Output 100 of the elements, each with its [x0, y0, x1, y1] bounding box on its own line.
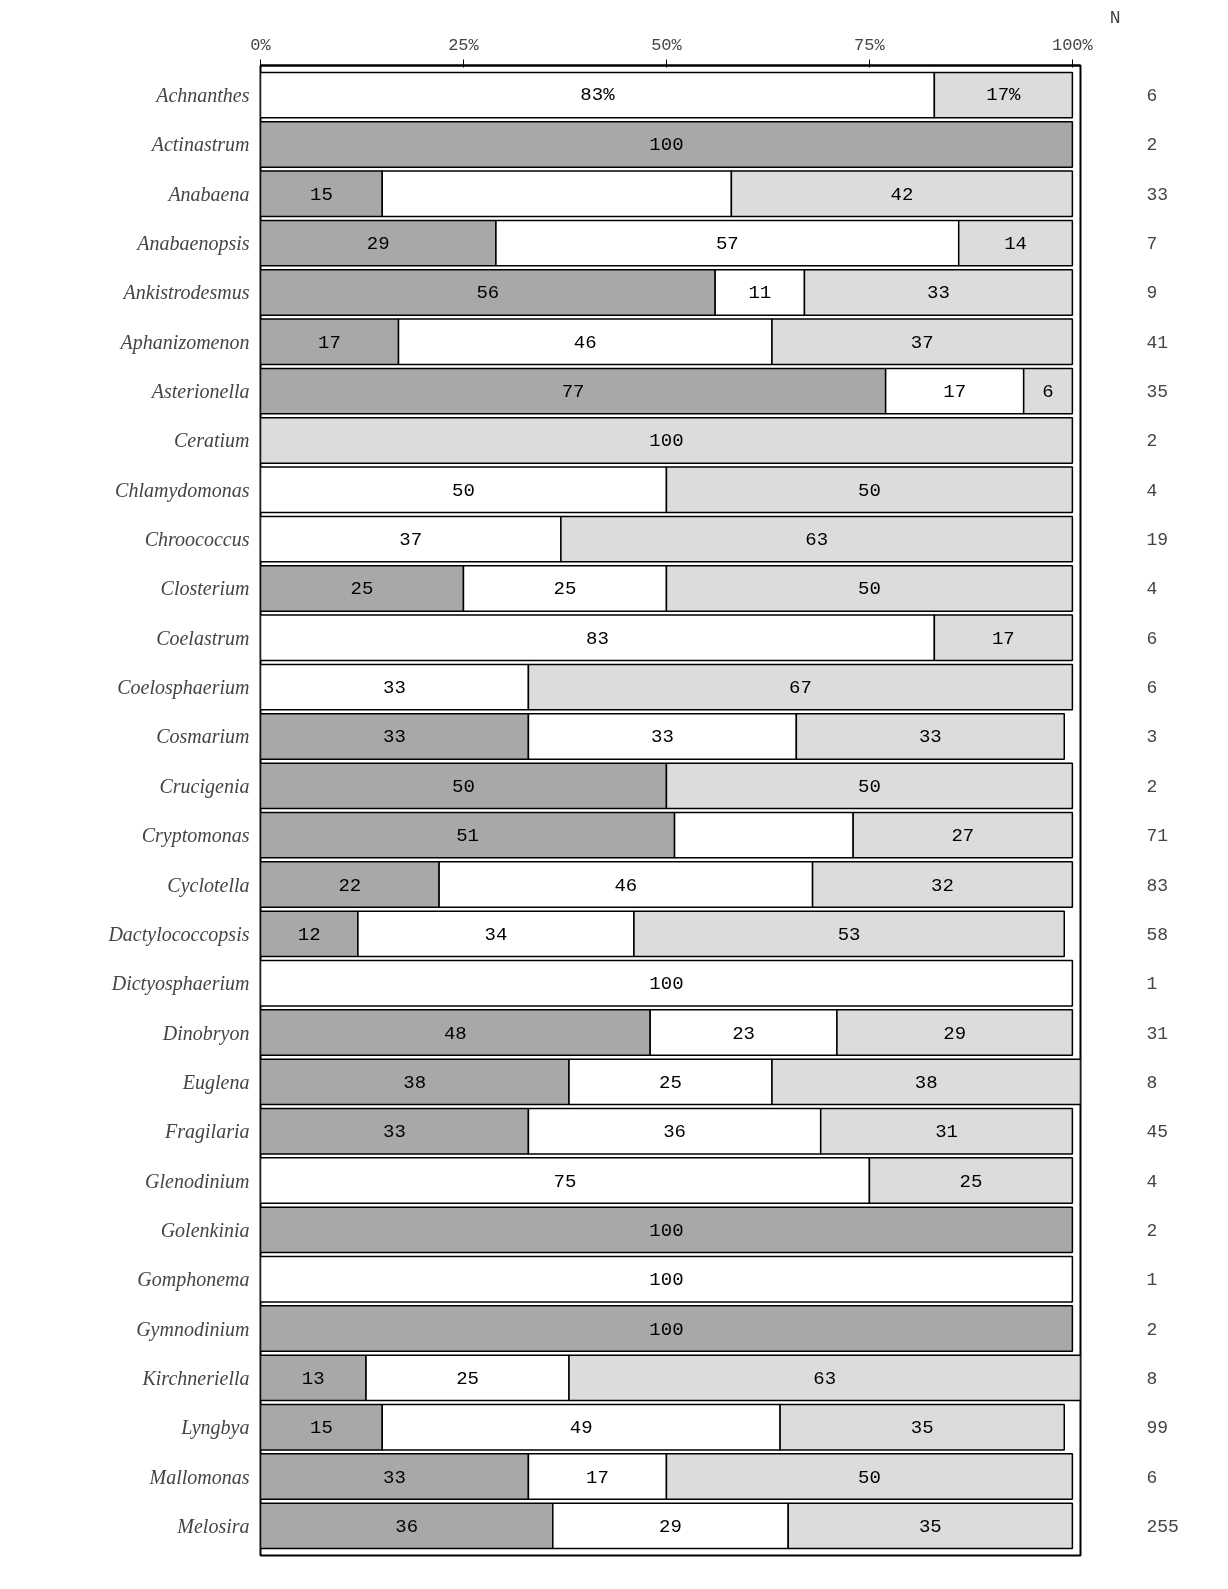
data-label: 6 — [1042, 381, 1054, 404]
text: 41 — [1146, 332, 1169, 353]
data-label: 29 — [943, 1022, 967, 1045]
data-label: 23 — [732, 1022, 755, 1045]
data-label: 57 — [715, 233, 739, 256]
data-label: 36 — [395, 1515, 419, 1538]
y-tick-label: Cyclotella — [167, 873, 250, 897]
text: 4 — [1146, 480, 1158, 501]
text: 3 — [1146, 727, 1158, 748]
text: 255 — [1146, 1516, 1179, 1537]
y-tick-label: Ankistrodesmus — [121, 281, 250, 304]
data-label: 53 — [837, 923, 861, 946]
data-label: 83 — [586, 627, 609, 650]
data-label: 49 — [569, 1417, 593, 1440]
y-tick-label: Chroococcus — [144, 528, 250, 551]
data-label: 33 — [918, 726, 942, 749]
data-label: 35 — [918, 1515, 942, 1538]
text: 35 — [1146, 382, 1169, 403]
y-tick-label: Chlamydomonas — [115, 478, 250, 502]
data-label: 15 — [309, 183, 333, 206]
data-label: 37 — [910, 331, 934, 354]
text: 8 — [1146, 1368, 1158, 1389]
data-label: 33 — [927, 282, 950, 305]
text: N — [1109, 7, 1121, 28]
data-label: 25 — [456, 1367, 479, 1390]
data-label: 100 — [649, 1219, 684, 1242]
x-tick-label: 100% — [1051, 35, 1094, 55]
data-label: 75 — [553, 1170, 577, 1193]
x-tick-label: 25% — [448, 35, 480, 55]
data-label: 48 — [443, 1022, 467, 1045]
data-label: 50 — [452, 775, 475, 798]
data-label: 46 — [614, 874, 638, 897]
data-label: 25 — [959, 1170, 983, 1193]
y-tick-label: Coelastrum — [156, 626, 250, 649]
data-label: 36 — [663, 1121, 686, 1144]
text: 6 — [1146, 678, 1158, 699]
text: 71 — [1146, 826, 1169, 847]
data-label: 100 — [649, 134, 684, 157]
data-label: 83% — [580, 84, 616, 107]
data-label: 100 — [649, 1269, 684, 1292]
y-tick-label: Anabaenopsis — [135, 232, 250, 256]
data-label: 25 — [553, 578, 577, 601]
text: 45 — [1146, 1122, 1169, 1143]
text: 19 — [1146, 530, 1169, 551]
data-label: 35 — [910, 1417, 934, 1440]
data-label: 27 — [951, 825, 975, 848]
data-label: 33 — [383, 677, 406, 700]
data-label: 46 — [573, 331, 597, 354]
text: 7 — [1146, 234, 1158, 255]
data-label: 50 — [858, 479, 881, 502]
y-tick-label: Dactylococcopsis — [107, 922, 250, 946]
data-label: 32 — [931, 874, 954, 897]
text: 6 — [1146, 1467, 1158, 1488]
y-tick-label: Gomphonema — [137, 1268, 250, 1292]
data-label: 63 — [813, 1367, 837, 1390]
text: 9 — [1146, 283, 1158, 304]
data-label: 22 — [338, 874, 362, 897]
y-tick-label: Cosmarium — [156, 725, 250, 748]
y-tick-label: Dinobryon — [161, 1021, 250, 1045]
y-tick-label: Fragilaria — [164, 1120, 250, 1144]
data-label: 50 — [858, 578, 881, 601]
text: 99 — [1146, 1418, 1169, 1439]
y-tick-label: Actinastrum — [149, 133, 250, 156]
y-tick-label: Mallomonas — [148, 1465, 250, 1488]
text: 4 — [1146, 579, 1158, 600]
y-tick-label: Dictyosphaerium — [110, 972, 250, 996]
text: 8 — [1146, 1072, 1158, 1093]
text: 2 — [1146, 431, 1158, 452]
data-label: 33 — [383, 1121, 406, 1144]
data-label: 100 — [649, 973, 684, 996]
data-label: 33 — [650, 726, 674, 749]
data-label: 100 — [649, 1318, 684, 1341]
data-label: 31 — [935, 1121, 958, 1144]
data-label: 29 — [659, 1515, 682, 1538]
data-label: 12 — [297, 923, 321, 946]
data-label: 17 — [586, 1466, 609, 1489]
data-label: 17 — [318, 331, 341, 354]
data-label: 33 — [383, 726, 406, 749]
data-label: 17 — [991, 627, 1015, 650]
text: 1 — [1146, 1270, 1158, 1291]
text: 6 — [1146, 86, 1158, 107]
data-label: 51 — [456, 825, 479, 848]
data-label: 67 — [789, 677, 812, 700]
y-tick-label: Gymnodinium — [136, 1317, 250, 1341]
data-label: 42 — [890, 183, 914, 206]
y-tick-label: Cryptomonas — [141, 824, 250, 848]
text: 1 — [1146, 974, 1158, 995]
data-label: 33 — [383, 1466, 406, 1489]
data-label: 13 — [301, 1367, 325, 1390]
data-label: 63 — [805, 529, 829, 552]
data-label: 15 — [309, 1417, 333, 1440]
y-tick-label: Closterium — [160, 577, 250, 600]
data-label: 38 — [914, 1071, 938, 1094]
y-tick-label: Anabaena — [166, 182, 250, 205]
data-label: 11 — [748, 282, 772, 305]
y-tick-label: Glenodinium — [145, 1169, 250, 1192]
x-tick-label: 75% — [854, 35, 886, 55]
data-label: 14 — [1004, 233, 1027, 256]
data-label: 38 — [403, 1071, 427, 1094]
text: 2 — [1146, 1220, 1158, 1241]
